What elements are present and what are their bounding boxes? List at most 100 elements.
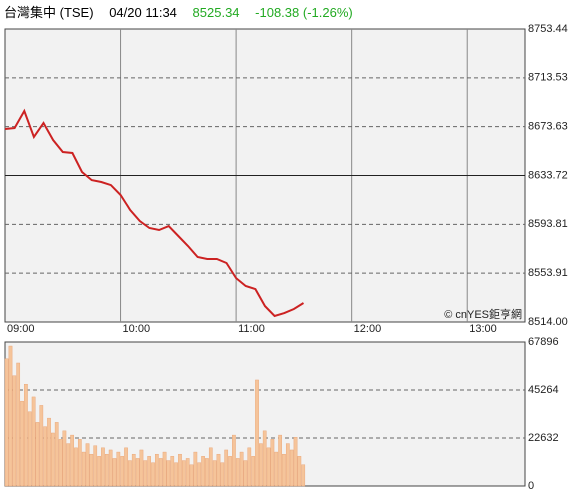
volume-bar bbox=[12, 375, 17, 487]
volume-bar bbox=[162, 451, 167, 487]
x-tick-label: 12:00 bbox=[354, 323, 382, 335]
volume-bar bbox=[147, 456, 151, 487]
y-tick-label: 8673.63 bbox=[528, 121, 568, 133]
volume-bar bbox=[104, 453, 109, 487]
volume-bar bbox=[120, 456, 125, 487]
change: -108.38 (-1.26%) bbox=[255, 5, 353, 20]
volume-bar bbox=[297, 456, 302, 487]
volume-bar bbox=[39, 405, 44, 487]
volume-bar bbox=[170, 456, 175, 487]
volume-bar bbox=[81, 451, 86, 487]
volume-bar bbox=[289, 449, 294, 487]
volume-bar bbox=[208, 447, 213, 487]
volume-bar bbox=[4, 358, 9, 487]
volume-bar bbox=[151, 462, 155, 487]
volume-bar bbox=[135, 458, 140, 487]
volume-bar bbox=[166, 460, 171, 487]
volume-bar bbox=[278, 434, 282, 487]
volume-bar bbox=[16, 362, 21, 487]
volume-bar bbox=[116, 451, 121, 487]
volume-bar bbox=[189, 464, 194, 487]
price: 8525.34 bbox=[192, 5, 240, 20]
x-tick-label: 13:00 bbox=[469, 323, 497, 335]
volume-bar bbox=[197, 462, 202, 487]
volume-bar bbox=[201, 456, 205, 487]
volume-bar bbox=[243, 460, 248, 487]
volume-bar bbox=[274, 451, 279, 487]
volume-bar bbox=[255, 379, 259, 487]
volume-bar bbox=[62, 430, 67, 487]
x-tick-label: 10:00 bbox=[123, 323, 151, 335]
volume-bar bbox=[212, 460, 217, 487]
volume-bar bbox=[251, 456, 255, 487]
volume-bar bbox=[270, 439, 275, 487]
y-tick-label: 67896 bbox=[528, 336, 559, 348]
volume-bar bbox=[93, 445, 98, 487]
y-tick-label: 8633.72 bbox=[528, 169, 568, 181]
x-tick-label: 11:00 bbox=[238, 323, 265, 335]
header: 台灣集中 (TSE) 04/20 11:34 8525.34 -108.38 (… bbox=[4, 2, 365, 22]
volume-bar bbox=[143, 460, 148, 487]
y-tick-label: 8593.81 bbox=[528, 218, 568, 230]
volume-bar bbox=[51, 432, 55, 487]
y-tick-label: 8753.44 bbox=[528, 23, 568, 35]
volume-bar bbox=[58, 439, 63, 487]
volume-bar bbox=[85, 443, 90, 487]
volume-bar bbox=[108, 449, 113, 487]
volume-bar bbox=[262, 430, 267, 487]
volume-bar bbox=[27, 411, 32, 487]
volume-bar bbox=[216, 453, 221, 487]
volume-bar bbox=[31, 396, 36, 487]
volume-bar bbox=[224, 449, 229, 487]
volume-bar bbox=[232, 434, 236, 487]
watermark: © cnYES鉅亨網 bbox=[444, 307, 522, 321]
volume-bar bbox=[235, 458, 240, 487]
volume-bar bbox=[24, 383, 28, 487]
x-tick-label: 09:00 bbox=[7, 323, 35, 335]
volume-bar bbox=[178, 453, 182, 487]
volume-bar bbox=[282, 453, 286, 487]
y-tick-label: 8553.91 bbox=[528, 267, 568, 279]
price-line bbox=[4, 108, 305, 318]
volume-bar bbox=[181, 460, 186, 487]
volume-bar bbox=[205, 458, 209, 487]
volume-bar bbox=[112, 458, 117, 487]
volume-bar bbox=[101, 447, 105, 487]
volume-bar bbox=[89, 453, 94, 487]
volume-bar bbox=[239, 451, 244, 487]
volume-bar bbox=[97, 456, 101, 487]
volume-bar bbox=[301, 464, 306, 487]
volume-bar bbox=[43, 426, 47, 487]
y-tick-label: 45264 bbox=[528, 384, 559, 396]
volume-bar bbox=[131, 453, 136, 487]
volume-bar bbox=[266, 447, 271, 487]
volume-bar bbox=[77, 439, 82, 487]
volume-bar bbox=[220, 462, 225, 487]
volume-bar bbox=[139, 449, 144, 487]
volume-bar bbox=[20, 400, 24, 487]
volume-bar bbox=[193, 451, 198, 487]
volume-bar bbox=[228, 456, 232, 487]
volume-bar bbox=[47, 417, 51, 487]
volume-bar bbox=[70, 434, 74, 487]
volume-bar bbox=[66, 443, 71, 487]
index-name: 台灣集中 (TSE) bbox=[4, 5, 94, 20]
volume-bar bbox=[124, 447, 128, 487]
quote-time: 04/20 11:34 bbox=[109, 5, 177, 20]
y-tick-label: 22632 bbox=[528, 432, 559, 444]
volume-bar bbox=[74, 447, 78, 487]
volume-bar bbox=[174, 462, 178, 487]
volume-bar bbox=[155, 453, 159, 487]
y-tick-label: 8713.53 bbox=[528, 72, 568, 84]
volume-bar bbox=[128, 460, 132, 487]
volume-bar bbox=[8, 345, 13, 487]
volume-bar bbox=[158, 458, 163, 487]
y-tick-label: 8514.00 bbox=[528, 316, 568, 328]
volume-bar bbox=[247, 447, 252, 487]
volume-bar bbox=[54, 422, 59, 487]
volume-bar bbox=[185, 458, 190, 487]
volume-bar bbox=[259, 443, 263, 487]
volume-bar bbox=[35, 422, 40, 487]
